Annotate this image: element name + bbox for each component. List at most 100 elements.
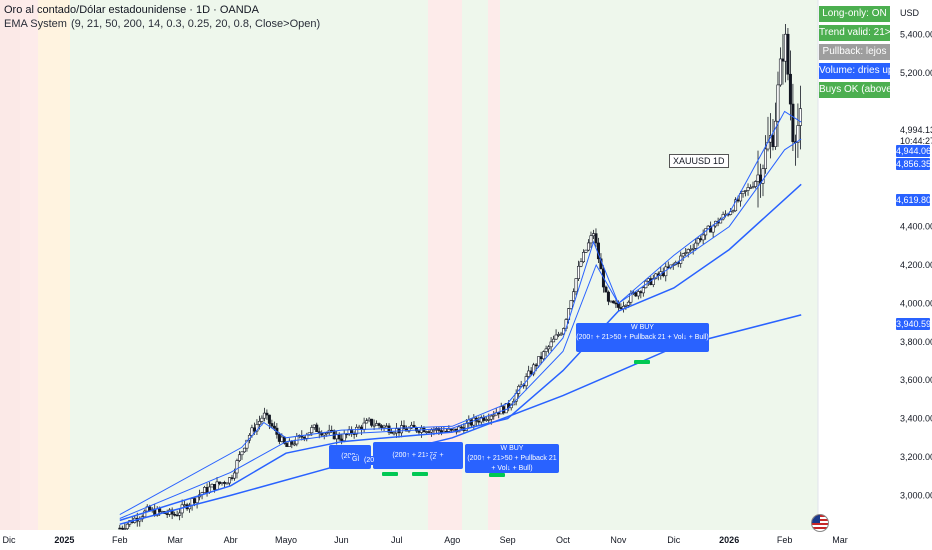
candle-body xyxy=(305,434,309,439)
signal-marker-3 xyxy=(634,360,650,364)
candle-body xyxy=(469,419,473,426)
candle-body xyxy=(788,73,792,105)
candle-body xyxy=(262,412,266,419)
candle-body xyxy=(365,420,369,424)
candle-body xyxy=(447,428,451,432)
candle-body xyxy=(340,438,344,441)
candle-body xyxy=(783,33,787,62)
ema-line-2 xyxy=(119,138,802,519)
candle-body xyxy=(320,433,324,436)
signal-marker-2 xyxy=(489,473,505,477)
candle-body xyxy=(691,248,695,250)
mini-signal-c: (2 xyxy=(428,453,439,462)
candle-body xyxy=(646,278,650,282)
candle-body xyxy=(604,286,608,293)
candle-body xyxy=(539,356,543,360)
candle-body xyxy=(624,305,628,307)
x-tick-label: Dic xyxy=(667,535,680,545)
candle-body xyxy=(497,412,501,415)
x-tick-label: Jul xyxy=(391,535,403,545)
y-tick-label: 3,600.000 xyxy=(900,375,932,385)
candle-body xyxy=(606,291,610,302)
candle-body xyxy=(240,451,244,456)
candle-body xyxy=(230,477,234,479)
candle-body xyxy=(731,210,735,213)
clock-label: 10:44:27 xyxy=(900,136,932,146)
candle-body xyxy=(798,108,802,126)
candle-body xyxy=(552,338,556,343)
price-tag-ema-fast: 4,944.063 xyxy=(896,145,932,157)
candle-body xyxy=(372,424,376,427)
candle-body xyxy=(452,428,456,431)
candle-body xyxy=(225,482,229,485)
candle-body xyxy=(432,429,436,432)
candle-body xyxy=(781,58,785,62)
status-pullback: Pullback: lejos xyxy=(819,44,890,60)
candle-body xyxy=(290,440,294,445)
x-tick-label: Ago xyxy=(444,535,460,545)
y-tick-label: 5,200.000 xyxy=(900,68,932,78)
candle-body xyxy=(504,403,508,414)
plot-background xyxy=(0,0,818,530)
y-tick-label: 4,200.000 xyxy=(900,260,932,270)
candle-body xyxy=(699,238,703,241)
candle-body xyxy=(213,484,217,490)
candle-body xyxy=(357,426,361,429)
buy-signal-conditions: (200↑ + 21>50 + Pullback 21 + Vol↓ + Bul… xyxy=(576,334,709,341)
candle-body xyxy=(382,425,386,428)
candle-body xyxy=(584,249,588,253)
candle-body xyxy=(534,364,538,367)
candle-body xyxy=(173,513,177,516)
candle-body xyxy=(118,527,122,530)
us-flag-icon[interactable] xyxy=(811,514,829,532)
candle-body xyxy=(572,291,576,301)
candle-body xyxy=(270,423,274,427)
buy-signal-label-ago: W BUY xyxy=(500,445,524,452)
candle-body xyxy=(761,168,765,184)
symbol-title: Oro al contado/Dólar estadounidense · 1D… xyxy=(4,4,259,16)
candle-body xyxy=(577,265,581,279)
candle-body xyxy=(559,333,563,336)
candle-body xyxy=(355,426,359,435)
candle-body xyxy=(412,424,416,428)
candle-body xyxy=(218,481,222,484)
candle-body xyxy=(626,301,630,306)
candle-body xyxy=(375,423,379,426)
candle-body xyxy=(694,242,698,249)
signal-marker-0 xyxy=(382,472,398,476)
candle-body xyxy=(711,225,715,233)
candle-body xyxy=(377,423,381,426)
candle-body xyxy=(245,439,249,449)
candle-body xyxy=(581,252,585,263)
candle-body xyxy=(746,187,750,191)
candle-body xyxy=(639,291,643,294)
candle-body xyxy=(337,433,341,440)
candle-body xyxy=(223,482,227,484)
buy-signal-conditions-short: (200↑ xyxy=(329,445,371,469)
candle-body xyxy=(786,33,790,75)
candle-body xyxy=(634,292,638,297)
candle-body xyxy=(796,125,800,143)
candle-body xyxy=(165,513,169,515)
candle-body xyxy=(267,414,271,424)
x-tick-label: 2025 xyxy=(54,535,74,545)
status-trend-valid: Trend valid: 21>50 xyxy=(819,25,890,41)
candle-body xyxy=(255,424,259,432)
regime-band-0 xyxy=(0,0,20,530)
candle-body xyxy=(569,300,573,309)
x-tick-label: Feb xyxy=(112,535,128,545)
status-panel: Long-only: ON Trend valid: 21>50 Pullbac… xyxy=(819,6,890,101)
price-tag-ema-200: 3,940.592 xyxy=(896,318,932,330)
x-tick-label: Mar xyxy=(832,535,848,545)
x-tick-label: Sep xyxy=(500,535,516,545)
candle-body xyxy=(549,341,553,348)
y-tick-label: 3,400.000 xyxy=(900,414,932,424)
candle-body xyxy=(457,426,461,433)
currency-label[interactable]: USD xyxy=(900,8,920,18)
indicator-legend[interactable]: EMA System (9, 21, 50, 200, 14, 0.3, 0.25… xyxy=(4,18,320,30)
candle-body xyxy=(237,454,241,461)
candle-body xyxy=(287,440,291,447)
candle-body xyxy=(736,199,740,202)
candle-body xyxy=(499,406,503,415)
